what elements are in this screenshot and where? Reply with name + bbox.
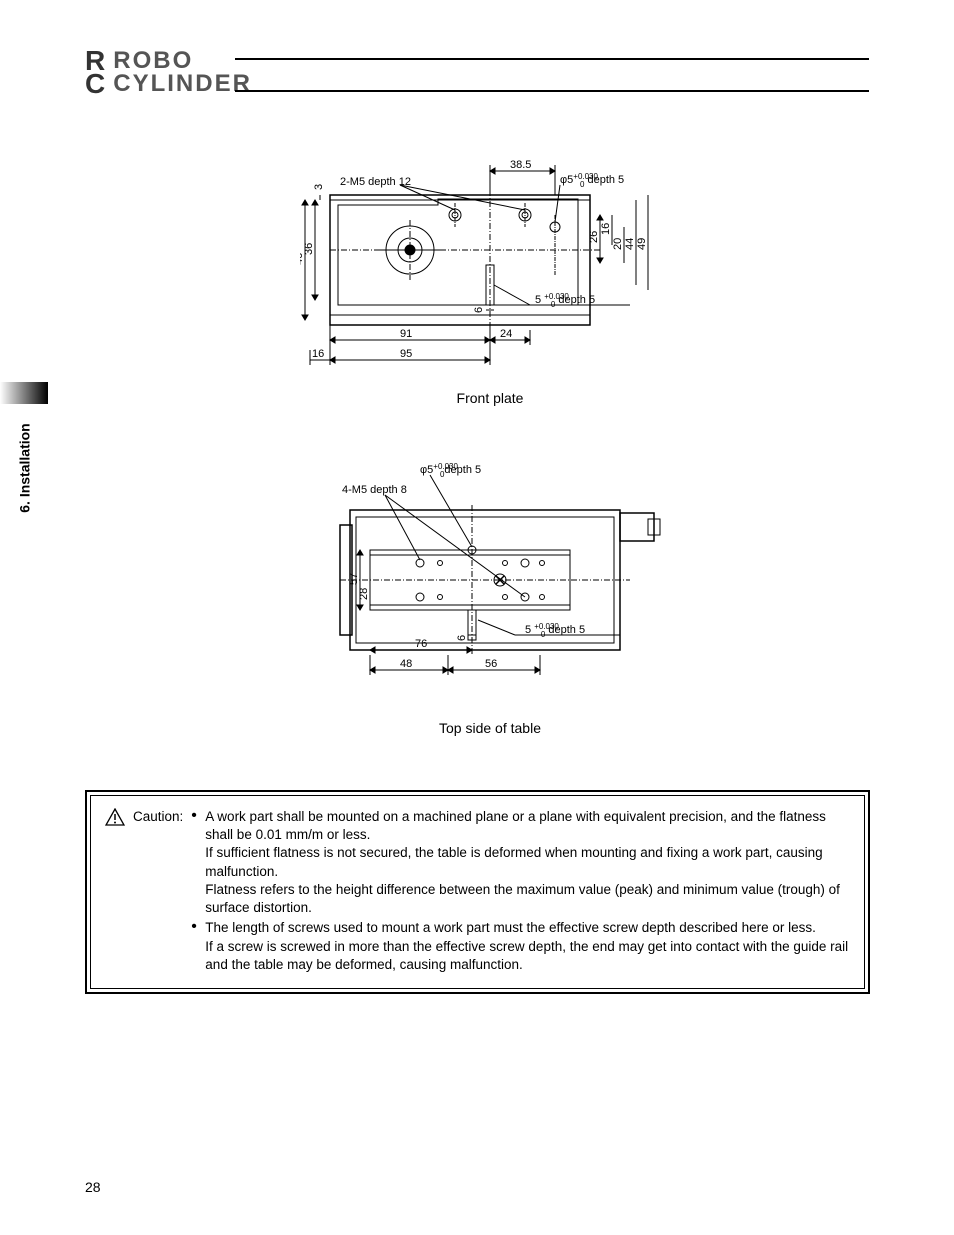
brand-logo: R C ROBO CYLINDER <box>85 50 869 96</box>
caution-label: Caution: <box>133 808 183 976</box>
section-title: 6. Installation <box>17 423 33 512</box>
page-number: 28 <box>85 1179 101 1195</box>
label-4m5: 4-M5 depth 8 <box>342 484 407 496</box>
dim-3: 3 <box>313 184 325 190</box>
dim-6-2: 6 <box>456 635 468 641</box>
slot5-2: 5 +0.0300 depth 5 <box>525 622 585 639</box>
dim-95: 95 <box>400 348 412 360</box>
caption-front-plate: Front plate <box>300 390 680 406</box>
dim-26: 26 <box>588 231 600 243</box>
dim-28: 28 <box>358 588 370 600</box>
drawing-front-plate: 38.5 2-M5 depth 12 φ5+0.0300 depth 5 3 4… <box>300 155 680 375</box>
header-rule-top <box>235 58 869 60</box>
diagram-top-table: φ5+0.0300depth 5 4-M5 depth 8 57 28 76 6… <box>300 455 680 736</box>
caution-content: A work part shall be mounted on a machin… <box>191 808 850 976</box>
dim-91: 91 <box>400 328 412 340</box>
dim-56: 56 <box>485 658 497 670</box>
drawing-top-table: φ5+0.0300depth 5 4-M5 depth 8 57 28 76 6… <box>300 455 680 705</box>
dim-16r: 16 <box>600 223 612 235</box>
header-rule-bottom <box>235 90 869 92</box>
dim-57: 57 <box>348 573 360 585</box>
slot5: 5 +0.0300 depth 5 <box>535 292 595 309</box>
dim-44: 44 <box>624 238 636 250</box>
logo-word: CYLINDER <box>113 73 252 96</box>
diagram-front-plate: 38.5 2-M5 depth 12 φ5+0.0300 depth 5 3 4… <box>300 155 680 406</box>
dim-6: 6 <box>473 307 485 313</box>
caution-bullet: The length of screws used to mount a wor… <box>191 919 850 974</box>
dim-76: 76 <box>415 638 427 650</box>
dim-49: 49 <box>636 238 648 250</box>
section-tab: 6. Installation <box>0 410 48 530</box>
caution-box: Caution: A work part shall be mounted on… <box>85 790 870 994</box>
dim-36: 36 <box>303 243 315 255</box>
dim-48: 48 <box>400 658 412 670</box>
page-header: R C ROBO CYLINDER <box>85 50 869 96</box>
tab-gradient <box>0 382 48 404</box>
logo-letter: C <box>85 73 105 95</box>
dim-24: 24 <box>500 328 512 340</box>
caution-bullet: A work part shall be mounted on a machin… <box>191 808 850 917</box>
warning-icon <box>105 808 125 826</box>
label-phi5-2: φ5+0.0300depth 5 <box>420 462 481 479</box>
label-phi5: φ5+0.0300 depth 5 <box>560 172 624 189</box>
dim-16: 16 <box>312 348 324 360</box>
dim-20: 20 <box>612 238 624 250</box>
caption-top-table: Top side of table <box>300 720 680 736</box>
dim-38-5: 38.5 <box>510 159 531 171</box>
label-2m5: 2-M5 depth 12 <box>340 176 411 188</box>
